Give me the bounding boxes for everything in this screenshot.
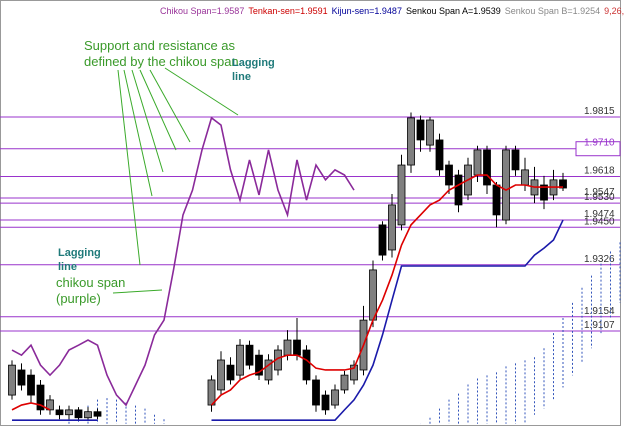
header-item: Kijun-sen=1.9487 (332, 6, 402, 16)
level-label: 1.9710 (584, 138, 615, 149)
candle-body (388, 204, 396, 251)
candle-body (17, 369, 26, 386)
annotation: Lagging (232, 57, 275, 69)
candle-body (312, 379, 320, 406)
header-item: Chikou Span=1.9587 (160, 6, 244, 16)
level-label: 1.9474 (584, 209, 615, 220)
candle-body (65, 409, 73, 416)
candle-body (36, 384, 45, 411)
indicator-line (210, 174, 563, 406)
level-label: 1.9618 (584, 166, 615, 177)
candle-body (473, 149, 482, 176)
candle-body (454, 174, 463, 206)
header-item: Senkou Span A=1.9539 (406, 6, 501, 16)
candle-body (226, 364, 235, 381)
candle-body (217, 359, 225, 391)
pointer-line (139, 69, 177, 151)
pointer-line (131, 69, 164, 173)
candle-body (340, 374, 349, 391)
candle-body (426, 119, 434, 146)
annotation: chikou span (56, 275, 125, 290)
candle-body (245, 344, 254, 366)
candle-body (255, 354, 263, 376)
indicator-line (211, 219, 564, 421)
pointer-line (149, 69, 191, 143)
candle-body (511, 149, 520, 171)
annotation-pointers (112, 67, 239, 294)
candle-body (350, 364, 358, 381)
candle-body (293, 339, 301, 356)
candle-body (521, 169, 529, 186)
indicator-lines (11, 116, 564, 421)
indicator-header: Chikou Span=1.9587 Tenkan-sen=1.9591 Kijun… (160, 6, 624, 16)
annotation: defined by the chikou span (84, 54, 239, 69)
candle-body (84, 411, 92, 419)
pointer-line (112, 289, 163, 294)
level-label: 1.9450 (584, 216, 615, 227)
candles (8, 112, 567, 421)
candle-body (492, 184, 501, 216)
candle-body (55, 409, 64, 416)
annotation: line (232, 71, 251, 83)
candle-body (207, 379, 216, 406)
annotation: Lagging (58, 247, 101, 259)
candle-body (8, 364, 16, 396)
candle-body (416, 119, 425, 141)
candle-body (236, 344, 244, 376)
candle-body (283, 339, 292, 356)
candle-body (502, 149, 510, 221)
candle-body (407, 117, 415, 166)
candle-body (559, 179, 567, 189)
pointer-line (123, 69, 153, 197)
candle-body (331, 389, 339, 406)
annotation: line (58, 261, 77, 273)
level-label: 1.9815 (584, 106, 615, 117)
candle-body (397, 164, 406, 226)
level-label-box (575, 141, 621, 157)
annotation: Support and resistance as (84, 38, 236, 53)
level-label: 1.9326 (584, 254, 615, 265)
candle-body (483, 149, 491, 186)
candle-body (540, 184, 548, 201)
pointer-line (117, 69, 141, 266)
candle-body (445, 164, 453, 186)
candle-body (378, 224, 387, 256)
candle-body (27, 374, 35, 396)
header-item: Tenkan-sen=1.9591 (248, 6, 327, 16)
level-label: 1.9547 (584, 187, 615, 198)
plot-frame (0, 0, 621, 426)
candle-body (93, 411, 102, 417)
level-label: 1.9107 (584, 320, 615, 331)
indicator-line (11, 402, 51, 411)
candle-body (435, 139, 444, 171)
level-label: 1.9154 (584, 306, 615, 317)
header-item: 9,26,52,26,26 (604, 6, 624, 16)
candle-body (321, 394, 330, 411)
candle-body (369, 269, 377, 321)
candle-body (74, 409, 83, 419)
pointer-line (164, 67, 239, 116)
indicator-line (11, 116, 355, 407)
annotation: (purple) (56, 291, 101, 306)
cloud (68, 242, 621, 424)
header-item: Senkou Span B=1.9254 (505, 6, 600, 16)
candle-body (264, 359, 273, 381)
level-label: 1.9530 (584, 192, 615, 203)
candle-body (302, 349, 311, 381)
